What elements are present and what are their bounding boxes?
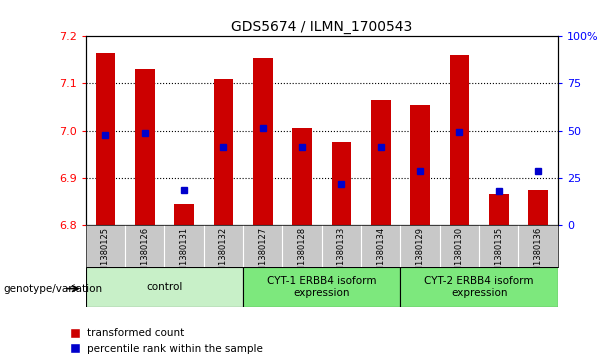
Bar bbox=[243, 267, 400, 307]
Bar bbox=[489, 195, 509, 225]
Text: GSM1380134: GSM1380134 bbox=[376, 227, 386, 283]
Bar bbox=[86, 267, 243, 307]
Bar bbox=[96, 53, 115, 225]
Text: GSM1380130: GSM1380130 bbox=[455, 227, 464, 283]
Text: GSM1380126: GSM1380126 bbox=[140, 227, 150, 283]
Bar bbox=[410, 105, 430, 225]
Bar bbox=[371, 100, 390, 225]
Text: CYT-2 ERBB4 isoform
expression: CYT-2 ERBB4 isoform expression bbox=[424, 276, 534, 298]
Bar bbox=[253, 58, 273, 225]
Bar bbox=[332, 143, 351, 225]
Text: CYT-1 ERBB4 isoform
expression: CYT-1 ERBB4 isoform expression bbox=[267, 276, 376, 298]
Text: control: control bbox=[147, 282, 183, 292]
Text: GSM1380132: GSM1380132 bbox=[219, 227, 228, 283]
Bar bbox=[400, 267, 558, 307]
Text: GSM1380125: GSM1380125 bbox=[101, 227, 110, 283]
Bar bbox=[174, 204, 194, 225]
Title: GDS5674 / ILMN_1700543: GDS5674 / ILMN_1700543 bbox=[231, 20, 413, 34]
Text: GSM1380127: GSM1380127 bbox=[258, 227, 267, 283]
Bar bbox=[528, 190, 548, 225]
Bar bbox=[214, 79, 234, 225]
Text: GSM1380128: GSM1380128 bbox=[298, 227, 306, 283]
Legend: transformed count, percentile rank within the sample: transformed count, percentile rank withi… bbox=[66, 324, 267, 358]
Text: GSM1380135: GSM1380135 bbox=[494, 227, 503, 283]
Text: GSM1380131: GSM1380131 bbox=[180, 227, 189, 283]
Text: genotype/variation: genotype/variation bbox=[3, 284, 102, 294]
Text: GSM1380129: GSM1380129 bbox=[416, 227, 425, 283]
Bar bbox=[135, 69, 154, 225]
Bar bbox=[292, 129, 312, 225]
Text: GSM1380133: GSM1380133 bbox=[337, 227, 346, 284]
Text: GSM1380136: GSM1380136 bbox=[534, 227, 543, 284]
Bar bbox=[450, 55, 470, 225]
